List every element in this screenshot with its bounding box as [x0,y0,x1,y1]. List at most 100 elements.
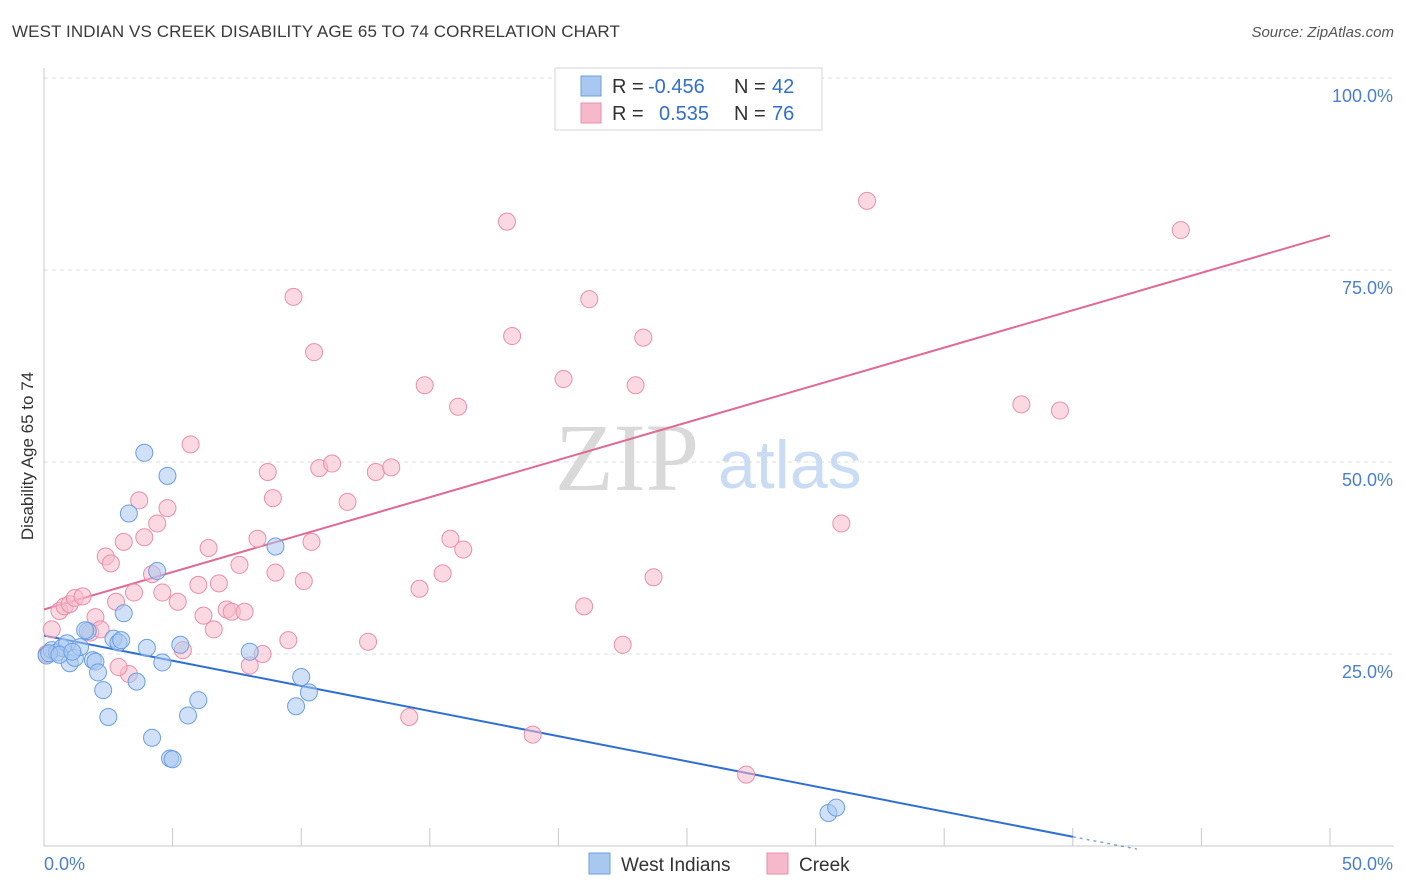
point-creek [302,532,321,551]
point-west-indians [153,653,172,672]
point-creek [153,583,172,602]
point-creek [194,606,213,625]
point-west-indians [137,638,156,657]
legend-n-value-2: 76 [772,103,794,125]
series-west-indians-points [37,443,846,822]
point-creek [449,397,468,416]
point-west-indians [179,706,198,725]
bottom-legend-swatch-west-indians [588,852,611,875]
axes [43,68,1394,847]
series-creek-points [37,69,1190,784]
point-creek [148,514,167,533]
point-creek [626,376,645,395]
legend-r-value-2: 0.535 [659,103,709,125]
point-creek [258,462,277,481]
point-creek [114,532,133,551]
y-tick-labels: 25.0% 50.0% 75.0% 100.0% [1332,86,1393,682]
correlation-legend: R = -0.456 N = 42 R = 0.535 N = 76 [554,67,823,131]
point-creek [158,499,177,518]
point-creek [737,765,756,784]
point-west-indians [94,681,113,700]
point-west-indians [827,798,846,817]
point-west-indians [76,621,95,640]
point-west-indians [112,631,131,650]
point-west-indians [148,562,167,581]
legend-r-value-1: -0.456 [648,76,705,98]
trend-line-west-indians [43,634,1073,838]
point-creek [125,583,144,602]
point-creek [204,620,223,639]
point-creek [644,568,663,587]
bottom-legend-swatch-creek [766,852,789,875]
point-creek [441,529,460,548]
y-tick-label: 50.0% [1342,470,1393,490]
point-creek [279,631,298,650]
y-tick-label: 75.0% [1342,278,1393,298]
point-creek [554,370,573,389]
point-creek [503,327,522,346]
point-west-indians [143,728,162,747]
watermark: ZIP atlas [555,404,862,511]
point-creek [338,492,357,511]
point-west-indians [99,707,118,726]
x-tick-label: 0.0% [44,854,85,874]
series-legend: West Indians Creek [588,852,850,876]
point-creek [433,564,452,583]
trend-line-creek [43,234,1331,611]
x-tick-labels: 0.0% 50.0% [44,854,1393,874]
point-west-indians [287,697,306,716]
point-creek [382,458,401,477]
point-west-indians [119,504,138,523]
legend-n-value-1: 42 [772,76,794,98]
point-west-indians [189,691,208,710]
point-west-indians [135,443,154,462]
point-west-indians [240,642,259,661]
bottom-legend-label-creek: Creek [799,855,850,876]
point-west-indians [299,683,318,702]
point-creek [634,328,653,347]
point-creek [575,597,594,616]
point-creek [209,574,228,593]
point-creek [42,620,61,639]
legend-n-label-2: N = [734,103,766,125]
y-tick-label: 100.0% [1332,86,1393,106]
point-west-indians [292,668,311,687]
point-creek [181,435,200,454]
watermark-atlas: atlas [718,427,862,503]
point-west-indians [63,642,82,661]
point-creek [359,632,378,651]
point-creek [266,563,285,582]
x-tick-label: 50.0% [1342,854,1393,874]
y-axis-label: Disability Age 65 to 74 [18,372,37,540]
point-creek [400,707,419,726]
point-creek [168,592,187,611]
trend-lines [43,234,1331,850]
point-west-indians [171,635,190,654]
bottom-legend-label-west-indians: West Indians [621,855,730,876]
point-creek [580,290,599,309]
point-creek [248,529,267,548]
point-west-indians [163,750,182,769]
point-creek [1012,395,1031,414]
watermark-zip: ZIP [555,404,699,511]
point-creek [101,554,120,573]
legend-swatch-creek [580,102,602,124]
point-creek [858,191,877,210]
point-creek [323,454,342,473]
point-creek [497,212,516,231]
point-creek [230,555,249,574]
point-creek [189,575,208,594]
point-creek [135,528,154,547]
point-creek [415,376,434,395]
legend-n-label-1: N = [734,76,766,98]
point-west-indians [158,466,177,485]
legend-swatch-west-indians [580,75,602,97]
point-creek [294,572,313,591]
point-creek [454,540,473,559]
point-west-indians [114,604,133,623]
legend-r-label-2: R = [612,103,644,125]
point-creek [130,491,149,510]
trend-line-extension [1072,836,1138,850]
y-tick-label: 25.0% [1342,662,1393,682]
